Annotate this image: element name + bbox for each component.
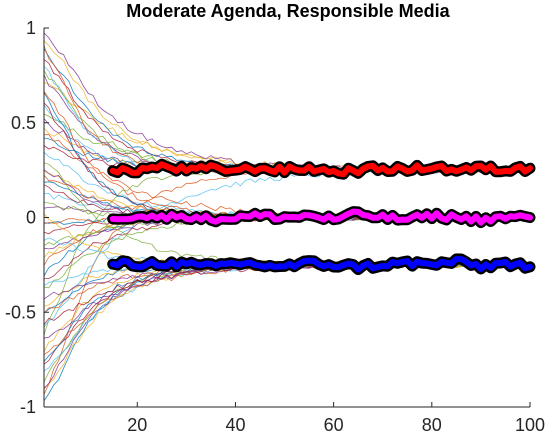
series-1-line: [109, 161, 533, 178]
series-3-line: [109, 255, 533, 273]
y-tick-label: 0.5: [11, 113, 36, 133]
plot-area: [43, 28, 536, 407]
y-tick-label: 1: [26, 18, 36, 38]
y-tick-label: -1: [20, 397, 36, 417]
y-tick-label: 0: [26, 208, 36, 228]
x-tick-label: 60: [324, 415, 344, 435]
x-tick-label: 80: [422, 415, 442, 435]
series-2-line: [109, 208, 533, 226]
x-tick-label: 40: [225, 415, 245, 435]
x-tick-label: 100: [515, 415, 545, 435]
x-axis-ticks: 20 40 60 80 100: [127, 415, 545, 435]
main-series-group: [107, 158, 536, 276]
y-tick-label: -0.5: [5, 302, 36, 322]
chart-title: Moderate Agenda, Responsible Media: [126, 1, 450, 21]
x-tick-label: 20: [127, 415, 147, 435]
axes: [43, 27, 531, 408]
y-axis-ticks: 1 0.5 0 -0.5 -1: [5, 18, 36, 417]
